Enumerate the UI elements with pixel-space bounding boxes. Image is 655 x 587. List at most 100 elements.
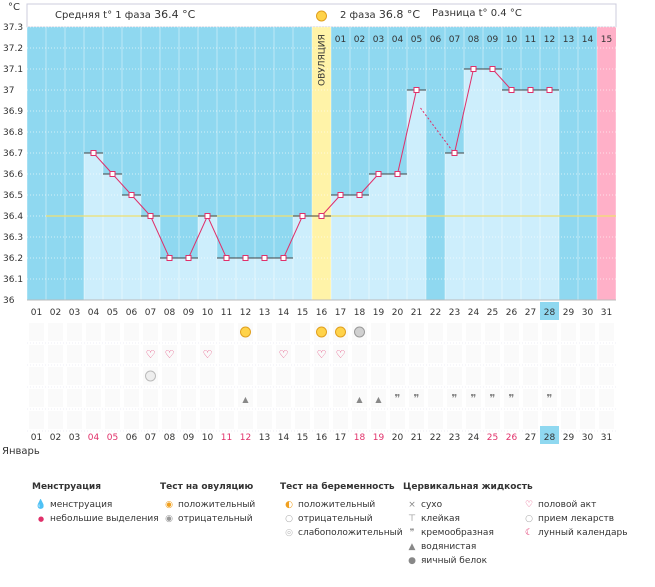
- day-label: 28: [544, 308, 556, 318]
- legend-item: отрицательный: [298, 514, 373, 524]
- calendar-day-label: 19: [373, 433, 385, 443]
- day-label: 02: [50, 308, 61, 318]
- symbol-cell: [504, 411, 519, 429]
- symbol-cell: [561, 345, 576, 363]
- pregnancy-weak-icon: ◎: [285, 528, 293, 538]
- symbol-cell: [86, 345, 101, 363]
- ovulation-positive-icon: ◉: [165, 500, 173, 510]
- symbol-cell: [485, 411, 500, 429]
- ovulation-label: ОВУЛЯЦИЯ: [318, 34, 328, 86]
- symbol-cell: [523, 345, 538, 363]
- temp-point: [394, 171, 401, 177]
- symbol-cell: [352, 389, 367, 407]
- symbol-cell: [352, 345, 367, 363]
- symbol-cell: [86, 411, 101, 429]
- day-label: 06: [126, 308, 138, 318]
- symbol-cell: [257, 323, 272, 341]
- legend-item: отрицательный: [178, 514, 253, 524]
- cervical-watery-icon: ▲: [356, 395, 363, 404]
- temp-line-segment: [207, 215, 227, 259]
- symbol-cell: [295, 411, 310, 429]
- cycle-day-label: 04: [392, 35, 404, 45]
- symbol-cell: [105, 345, 120, 363]
- cycle-day-label: 11: [525, 35, 536, 45]
- temp-column: [103, 174, 122, 300]
- symbol-cell: [295, 367, 310, 385]
- symbol-cell: [428, 411, 443, 429]
- symbol-cell: [162, 389, 177, 407]
- symbol-cell: [29, 345, 44, 363]
- symbol-cell: [561, 323, 576, 341]
- legend-item: прием лекарств: [538, 514, 615, 524]
- cervical-creamy-icon: ❞: [509, 392, 515, 405]
- y-tick-label: 36.2: [3, 254, 23, 264]
- watery-icon: ▲: [408, 542, 416, 552]
- symbol-cell: [466, 411, 481, 429]
- symbol-cell: [276, 389, 291, 407]
- symbol-cell: [238, 411, 253, 429]
- cervical-watery-icon: ▲: [242, 395, 249, 404]
- calendar-day-label: 23: [449, 433, 460, 443]
- pregnancy-positive-icon: ◐: [285, 500, 293, 510]
- legend-title: Тест на овуляцию: [160, 482, 254, 492]
- temp-column: [217, 258, 236, 300]
- temp-point: [280, 255, 287, 261]
- temp-point: [299, 213, 306, 219]
- temp-point: [527, 87, 534, 93]
- day-label: 22: [430, 308, 441, 318]
- symbol-cell: [428, 345, 443, 363]
- cycle-day-label: 06: [430, 35, 442, 45]
- symbol-cell: [143, 389, 158, 407]
- symbol-cell: [599, 323, 614, 341]
- legend-item: яичный белок: [421, 556, 488, 566]
- symbol-cell: [523, 411, 538, 429]
- symbol-cell: [200, 323, 215, 341]
- symbol-cell: [371, 345, 386, 363]
- temp-point: [90, 150, 97, 156]
- symbol-cell: [276, 345, 291, 363]
- temp-point: [166, 255, 173, 261]
- cycle-day-label: 13: [563, 35, 574, 45]
- symbol-cell: [371, 411, 386, 429]
- symbol-cell: [48, 411, 63, 429]
- symbol-cell: [542, 411, 557, 429]
- heart-icon: ♡: [524, 500, 534, 510]
- symbol-cell: [219, 389, 234, 407]
- day-label: 29: [563, 308, 575, 318]
- symbol-cell: [504, 389, 519, 407]
- cycle-day-label: 12: [544, 35, 555, 45]
- calendar-day-label: 17: [335, 433, 346, 443]
- difference-value: 0.4 °C: [490, 8, 522, 19]
- calendar-day-label: 11: [221, 433, 232, 443]
- symbol-cell: [181, 345, 196, 363]
- symbol-cell: [542, 345, 557, 363]
- symbol-cell: [580, 389, 595, 407]
- day-label: 31: [601, 308, 612, 318]
- cervical-watery-icon: ▲: [375, 395, 382, 404]
- calendar-day-label: 01: [31, 433, 42, 443]
- calendar-day-label: 27: [525, 433, 536, 443]
- cervical-creamy-icon: ❞: [490, 392, 496, 405]
- symbol-cell: [504, 345, 519, 363]
- phase1-value: 36.4 °C: [154, 8, 196, 21]
- symbol-cell: [314, 389, 329, 407]
- symbol-cell: [599, 345, 614, 363]
- calendar-day-label: 15: [297, 433, 308, 443]
- day-label: 25: [487, 308, 498, 318]
- temp-line-segment: [93, 152, 113, 175]
- symbol-cell: [124, 367, 139, 385]
- legend-item: лунный календарь: [538, 528, 628, 538]
- y-tick-label: 36.9: [3, 107, 23, 117]
- y-tick-label: 36.5: [3, 191, 23, 201]
- legend-item: кремообразная: [421, 528, 494, 538]
- calendar-day-label: 22: [430, 433, 441, 443]
- symbol-cell: [542, 367, 557, 385]
- calendar-day-label: 07: [145, 433, 156, 443]
- temp-column: [483, 69, 502, 300]
- day-label: 03: [69, 308, 80, 318]
- temp-column: [122, 195, 141, 300]
- calendar-day-label: 03: [69, 433, 80, 443]
- cycle-day-label: 09: [487, 35, 499, 45]
- calendar-day-label: 04: [88, 433, 100, 443]
- symbol-cell: [333, 345, 348, 363]
